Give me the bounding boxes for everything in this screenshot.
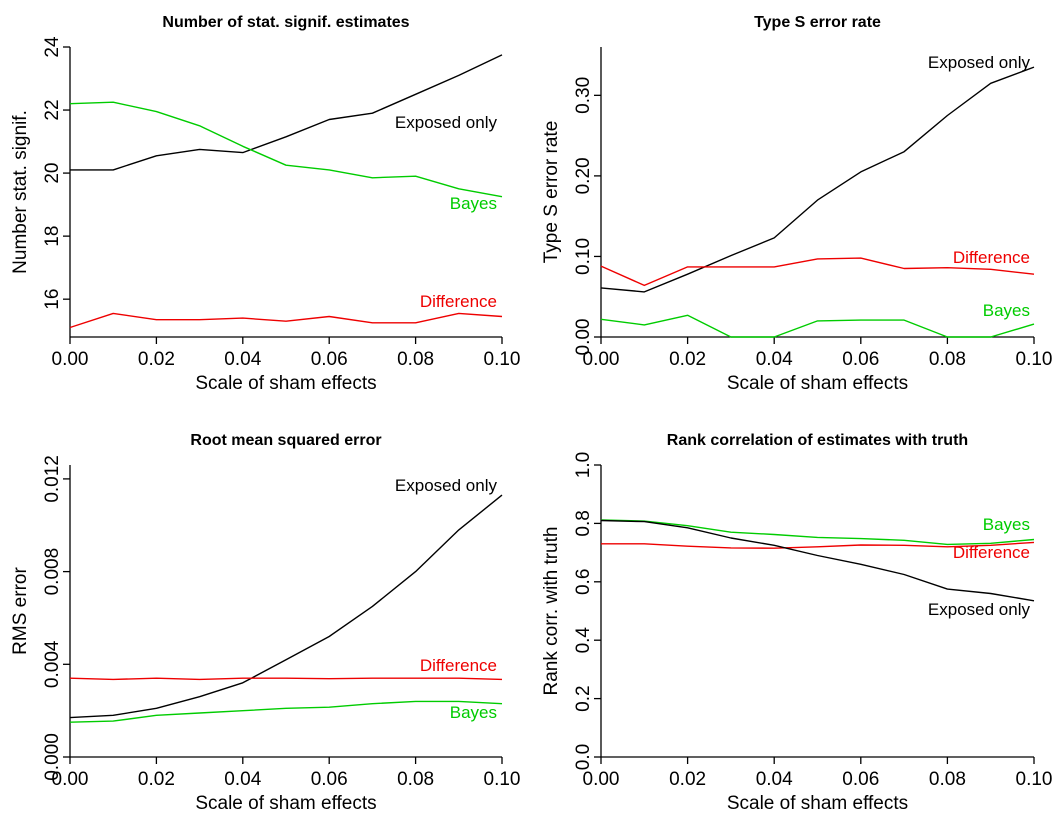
- chart-panel-3: Root mean squared error 0.00 0.02 0.04 0.06 0…: [10, 432, 520, 814]
- series-line-exposed-only: [600, 66, 1035, 293]
- x-tick-label: 0.00: [52, 349, 89, 370]
- y-tick-label: 16: [42, 289, 63, 310]
- y-axis-label: RMS error: [10, 567, 31, 655]
- y-tick-label: 22: [42, 99, 63, 120]
- x-tick-label: 0.08: [397, 349, 434, 370]
- series-line-bayes: [600, 314, 1035, 338]
- chart-title: Root mean squared error: [190, 432, 381, 449]
- series-line-exposed-only: [69, 494, 503, 719]
- chart-title: Number of stat. signif. estimates: [162, 14, 409, 31]
- x-tick-label: 0.04: [756, 349, 793, 370]
- y-tick-label: 1.0: [573, 452, 594, 478]
- x-tick-label: 0.06: [311, 769, 348, 790]
- x-tick-label: 0.04: [224, 769, 261, 790]
- series-line-difference: [69, 677, 503, 681]
- x-tick-label: 0.00: [52, 769, 89, 790]
- y-tick-label: 0.4: [573, 627, 594, 654]
- series-label-exposed-only: Exposed only: [928, 53, 1031, 72]
- series-label-exposed-only: Exposed only: [395, 476, 498, 495]
- x-tick-label: 0.10: [484, 769, 521, 790]
- y-tick-label: 0.8: [573, 510, 594, 536]
- x-axis-label: Scale of sham effects: [727, 373, 908, 394]
- y-tick-label: 24: [42, 36, 63, 58]
- x-tick-label: 0.04: [224, 349, 261, 370]
- x-tick-label: 0.02: [669, 349, 706, 370]
- x-tick-label: 0.02: [669, 769, 706, 790]
- series-label-difference: Difference: [953, 543, 1030, 562]
- x-tick-label: 0.00: [583, 769, 620, 790]
- y-tick-label: 0.004: [42, 640, 63, 688]
- x-axis-label: Scale of sham effects: [195, 793, 376, 814]
- y-tick-label: 0.008: [42, 548, 63, 596]
- series-line-difference: [69, 312, 503, 329]
- series-line-bayes: [600, 519, 1035, 546]
- x-axis-label: Scale of sham effects: [195, 373, 376, 394]
- y-axis-label: Rank corr. with truth: [541, 527, 562, 696]
- y-tick-label: 0.00: [573, 319, 594, 356]
- x-tick-label: 0.08: [397, 769, 434, 790]
- series-label-exposed-only: Exposed only: [395, 113, 498, 132]
- x-tick-label: 0.08: [929, 349, 966, 370]
- chart-panel-2: Type S error rate 0.00 0.02 0.04 0.06 0.08 0.1…: [541, 14, 1052, 394]
- y-tick-label: 0.10: [573, 238, 594, 275]
- series-label-bayes: Bayes: [983, 515, 1030, 534]
- chart-title: Type S error rate: [754, 14, 881, 31]
- y-tick-label: 0.30: [573, 77, 594, 114]
- series-label-bayes: Bayes: [983, 301, 1030, 320]
- x-tick-label: 0.10: [1016, 769, 1053, 790]
- series-line-bayes: [69, 700, 503, 723]
- series-line-difference: [601, 541, 1035, 549]
- series-line-exposed-only: [600, 519, 1035, 602]
- series-line-difference: [600, 257, 1035, 287]
- series-label-difference: Difference: [953, 248, 1030, 267]
- series-label-difference: Difference: [420, 656, 497, 675]
- x-tick-label: 0.06: [842, 769, 879, 790]
- chart-panel-4: Rank correlation of estimates with truth…: [541, 432, 1052, 814]
- y-axis-label: Number stat. signif.: [10, 110, 31, 274]
- x-tick-label: 0.06: [842, 349, 879, 370]
- x-tick-label: 0.04: [756, 769, 793, 790]
- x-axis-label: Scale of sham effects: [727, 793, 908, 814]
- series-label-bayes: Bayes: [450, 703, 497, 722]
- y-tick-label: 0.2: [573, 685, 594, 711]
- chart-title: Rank correlation of estimates with truth: [667, 432, 968, 449]
- y-tick-label: 18: [42, 226, 63, 247]
- x-tick-label: 0.10: [1016, 349, 1053, 370]
- y-tick-label: 0.6: [573, 569, 594, 595]
- y-tick-label: 0.0: [573, 744, 594, 770]
- series-line-bayes: [69, 101, 503, 198]
- series-line-exposed-only: [70, 54, 503, 171]
- y-axis-label: Type S error rate: [541, 121, 562, 264]
- series-label-bayes: Bayes: [450, 194, 497, 213]
- series-label-exposed-only: Exposed only: [928, 600, 1031, 619]
- y-tick-label: 0.20: [573, 157, 594, 194]
- x-tick-label: 0.10: [484, 349, 521, 370]
- y-tick-label: 0.000: [42, 733, 63, 781]
- y-tick-label: 0.012: [42, 455, 63, 503]
- x-tick-label: 0.06: [311, 349, 348, 370]
- x-tick-label: 0.02: [138, 349, 175, 370]
- series-label-difference: Difference: [420, 292, 497, 311]
- x-tick-label: 0.08: [929, 769, 966, 790]
- y-tick-label: 20: [42, 163, 63, 184]
- chart-panel-1: Number of stat. signif. estimates 0.00 0.0…: [10, 14, 520, 394]
- x-tick-label: 0.02: [138, 769, 175, 790]
- x-tick-label: 0.00: [583, 349, 620, 370]
